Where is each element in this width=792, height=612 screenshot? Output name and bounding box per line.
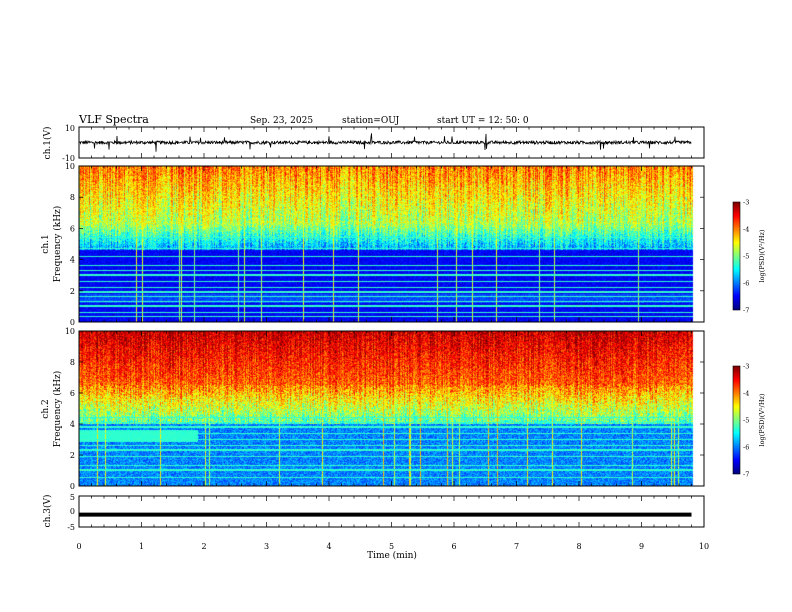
figure-start-time: start UT = 12: 50: 0 xyxy=(437,116,529,126)
ch1-spectrogram-channel-label: ch.1 xyxy=(41,234,51,253)
frequency-tick-label: 10 xyxy=(65,162,75,171)
frequency-tick-label: 2 xyxy=(70,451,75,460)
time-axis-label: Time (min) xyxy=(367,550,417,561)
ch2-spectrogram-ticks xyxy=(78,331,705,486)
frequency-tick-label: 4 xyxy=(70,256,75,265)
time-tick-label: 8 xyxy=(576,542,581,551)
ch2-spectrogram-image xyxy=(79,331,704,486)
frequency-tick-label: 0 xyxy=(70,318,75,327)
time-tick-label: 7 xyxy=(514,542,519,551)
frequency-tick-label: 4 xyxy=(70,420,75,429)
ch2-colorbar-tick-labels: -3 -4 -5 -6 -7 xyxy=(743,363,749,479)
ch1-spectrogram-image xyxy=(79,166,704,322)
frequency-tick-label: 2 xyxy=(70,287,75,296)
ch3-waveform-ylabel: ch.3(V) xyxy=(42,495,53,528)
colorbar-tick-label: -7 xyxy=(743,307,749,315)
ch1-spectrogram-ticks xyxy=(78,166,705,322)
time-axis-tick-labels: 0 1 2 3 4 5 6 7 8 9 10 xyxy=(76,542,709,551)
colorbar-tick-label: -3 xyxy=(743,363,749,371)
ch1-colorbar-frame xyxy=(732,201,741,311)
ch2-colorbar xyxy=(733,366,740,474)
colorbar-tick-label: -4 xyxy=(743,390,749,398)
frequency-tick-label: 8 xyxy=(70,358,75,367)
ch3-waveform-ticks xyxy=(78,496,705,527)
ch1-ytick-bottom: -10 xyxy=(62,154,75,163)
colorbar-tick-label: -5 xyxy=(743,417,749,425)
colorbar-tick-label: -5 xyxy=(743,253,749,261)
frequency-tick-label: 6 xyxy=(70,224,75,233)
ch1-waveform-ylabel: ch.1(V) xyxy=(42,127,53,160)
ch3-ytick-top: 5 xyxy=(70,493,75,502)
ch3-waveform-panel: 5 0 -5 ch.3(V) 0 1 2 3 4 5 6 7 8 9 10 Time (min) xyxy=(42,493,709,561)
ch1-colorbar xyxy=(733,202,740,310)
ch1-frequency-tick-labels: 0 2 4 6 8 10 xyxy=(65,162,704,327)
frequency-tick-label: 0 xyxy=(70,482,75,491)
ch1-waveform-ticks xyxy=(78,127,705,158)
ch1-ytick-top: 10 xyxy=(65,124,75,133)
colorbar-tick-label: -3 xyxy=(743,199,749,207)
colorbar-tick-label: -6 xyxy=(743,280,749,288)
ch1-colorbar-label: log(PSD)(V²/Hz) xyxy=(758,229,766,282)
time-tick-label: 5 xyxy=(389,542,394,551)
colorbar-tick-label: -6 xyxy=(743,444,749,452)
time-tick-label: 9 xyxy=(639,542,644,551)
frequency-tick-label: 6 xyxy=(70,389,75,398)
time-tick-label: 3 xyxy=(264,542,269,551)
ch1-waveform-panel: 10 -10 ch.1(V) xyxy=(42,124,705,163)
figure-title: VLF Spectra xyxy=(78,113,149,126)
time-tick-label: 2 xyxy=(201,542,206,551)
ch3-ytick-middle: 0 xyxy=(70,507,75,516)
ch2-frequency-tick-labels: 0 2 4 6 8 10 xyxy=(65,327,704,491)
ch2-spectrogram-channel-label: ch.2 xyxy=(41,399,51,418)
frequency-tick-label: 8 xyxy=(70,193,75,202)
colorbar-tick-label: -7 xyxy=(743,471,749,479)
ch1-spectrogram-ylabel: Frequency (kHz) xyxy=(52,206,63,283)
frequency-tick-label: 10 xyxy=(65,327,75,336)
time-tick-label: 1 xyxy=(139,542,144,551)
time-tick-label: 6 xyxy=(451,542,456,551)
ch2-spectrogram-ylabel: Frequency (kHz) xyxy=(52,371,63,448)
ch2-colorbar-frame xyxy=(732,365,741,475)
time-tick-label: 0 xyxy=(76,542,81,551)
ch3-ytick-bottom: -5 xyxy=(67,523,75,532)
time-tick-label: 10 xyxy=(699,542,709,551)
figure-station: station=OUJ xyxy=(342,116,400,126)
time-tick-label: 4 xyxy=(326,542,331,551)
figure-date: Sep. 23, 2025 xyxy=(250,116,313,126)
colorbar-tick-label: -4 xyxy=(743,226,749,234)
ch1-waveform-trace xyxy=(78,133,692,152)
ch1-colorbar-tick-labels: -3 -4 -5 -6 -7 xyxy=(743,199,749,315)
ch2-colorbar-label: log(PSD)(V²/Hz) xyxy=(758,393,766,446)
